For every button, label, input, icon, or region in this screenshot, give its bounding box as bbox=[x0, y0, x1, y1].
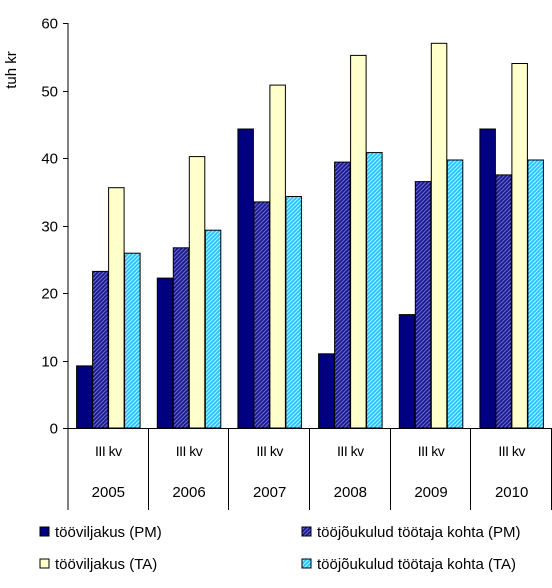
bar bbox=[366, 152, 383, 429]
x-tick-label-quarter: III kv bbox=[418, 443, 445, 459]
x-axis: III kv 2005 III kv 2006 III kv 2007 III kv 2008… bbox=[67, 428, 552, 510]
x-tick-label-quarter: III kv bbox=[256, 443, 283, 459]
bar bbox=[108, 187, 125, 429]
x-tick-label-quarter: III kv bbox=[95, 443, 122, 459]
x-tick-label-year: 2010 bbox=[495, 484, 528, 501]
y-axis-label: tuh kr bbox=[3, 51, 20, 89]
legend-label: tööjõukulud töötaja kohta (TA) bbox=[317, 556, 516, 573]
bar bbox=[124, 252, 141, 429]
bar bbox=[188, 156, 206, 429]
y-tick-label: 40 bbox=[41, 151, 58, 168]
bar-series bbox=[76, 42, 544, 429]
bar bbox=[414, 181, 432, 429]
y-tick-label: 10 bbox=[41, 354, 58, 371]
y-tick-label: 60 bbox=[41, 16, 58, 33]
bar bbox=[350, 54, 367, 429]
bar bbox=[527, 159, 544, 429]
x-tick-label-year: 2007 bbox=[253, 484, 286, 501]
bar bbox=[479, 128, 496, 429]
bar bbox=[237, 128, 254, 429]
bar bbox=[156, 277, 174, 429]
bar bbox=[92, 270, 109, 429]
bar bbox=[334, 161, 351, 429]
y-axis: 0 10 20 30 40 50 60 bbox=[41, 16, 69, 438]
bar bbox=[446, 159, 464, 429]
x-tick-label-quarter: III kv bbox=[337, 443, 364, 459]
x-tick-label-year: 2009 bbox=[414, 484, 447, 501]
y-tick-label: 50 bbox=[41, 84, 58, 101]
legend-swatch bbox=[39, 558, 50, 569]
legend: tööviljakus (PM) tööjõukulud töötaja koht… bbox=[39, 524, 520, 573]
bar bbox=[76, 365, 93, 429]
legend-label: tööviljakus (PM) bbox=[55, 524, 162, 541]
bar bbox=[430, 42, 448, 429]
legend-swatch bbox=[301, 558, 312, 569]
bar bbox=[511, 63, 528, 429]
legend-label: tööviljakus (TA) bbox=[55, 556, 157, 573]
bar bbox=[285, 196, 302, 429]
legend-label: tööjõukulud töötaja kohta (PM) bbox=[317, 524, 520, 541]
x-tick-label-quarter: III kv bbox=[176, 443, 203, 459]
legend-swatch bbox=[301, 526, 312, 537]
legend-swatch bbox=[39, 526, 50, 537]
bar bbox=[172, 247, 190, 429]
bar bbox=[495, 174, 512, 429]
x-tick-label-quarter: III kv bbox=[498, 443, 525, 459]
bar bbox=[318, 353, 335, 429]
bar bbox=[269, 84, 286, 429]
x-tick-label-year: 2006 bbox=[172, 484, 205, 501]
y-tick-label: 30 bbox=[41, 219, 58, 236]
x-tick-label-year: 2005 bbox=[92, 484, 125, 501]
bar bbox=[253, 201, 270, 429]
y-tick-label: 20 bbox=[41, 286, 58, 303]
x-tick-label-year: 2008 bbox=[334, 484, 367, 501]
bar bbox=[204, 229, 222, 429]
bar bbox=[398, 314, 416, 429]
y-tick-label: 0 bbox=[50, 421, 58, 438]
